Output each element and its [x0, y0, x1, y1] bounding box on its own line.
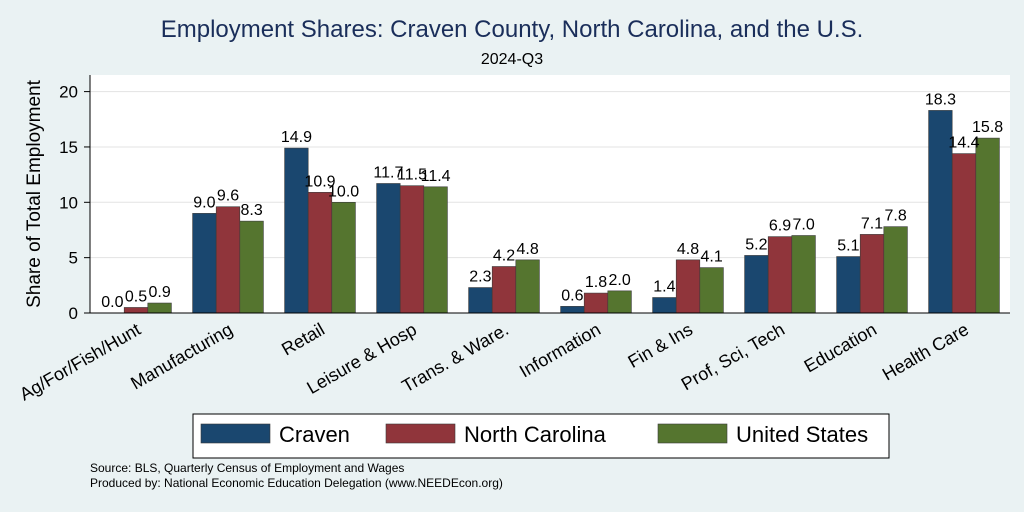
data-label: 7.1	[861, 215, 883, 232]
data-label: 14.4	[948, 135, 979, 152]
data-label: 7.0	[792, 217, 814, 234]
data-label: 4.8	[516, 241, 538, 258]
bar	[767, 236, 793, 314]
legend-label: North Carolina	[464, 422, 607, 447]
chart-subtitle: 2024-Q3	[480, 51, 544, 68]
bar	[607, 290, 632, 314]
bars-group	[123, 110, 1000, 314]
bar	[744, 255, 769, 314]
bar	[331, 202, 356, 314]
legend-swatch	[385, 423, 456, 444]
y-tick-label: 15	[59, 138, 78, 157]
data-label: 4.8	[677, 241, 699, 258]
legend-swatch	[657, 423, 728, 444]
data-label: 0.9	[148, 284, 170, 301]
data-label: 11.7	[373, 164, 403, 181]
produced-note: Produced by: National Economic Education…	[90, 476, 503, 490]
legend: Craven North Carolina United States	[192, 413, 890, 459]
bar	[307, 192, 333, 314]
bar	[675, 259, 701, 314]
bar	[883, 226, 908, 314]
y-tick-label: 5	[69, 249, 78, 268]
legend-label: Craven	[279, 422, 350, 447]
data-label: 10.9	[304, 173, 335, 190]
bar	[583, 292, 609, 314]
data-label: 9.6	[217, 188, 239, 205]
bar	[515, 259, 540, 314]
bar	[791, 235, 816, 314]
bar	[147, 302, 172, 314]
y-axis: 0 5 10 15 20	[59, 83, 90, 323]
x-tick-label: Fin & Ins	[624, 319, 696, 372]
data-label: 10.0	[328, 183, 359, 200]
x-tick-label: Prof, Sci, Tech	[678, 319, 788, 394]
bar	[652, 297, 677, 314]
bar	[239, 220, 264, 314]
data-label: 14.9	[281, 129, 312, 146]
data-label: 15.8	[972, 119, 1003, 136]
y-axis-label: Share of Total Employment	[24, 79, 45, 307]
legend-label: United States	[736, 422, 868, 447]
bar	[376, 183, 401, 314]
data-label: 0.6	[561, 287, 583, 304]
data-label: 0.5	[125, 288, 147, 305]
bar	[859, 234, 885, 314]
bar	[215, 206, 241, 314]
data-label: 7.8	[884, 208, 906, 225]
x-tick-label: Health Care	[879, 319, 972, 384]
bar	[560, 306, 585, 314]
y-tick-label: 0	[69, 304, 78, 323]
bar	[951, 153, 977, 314]
chart-title: Employment Shares: Craven County, North …	[160, 16, 864, 43]
data-label: 2.0	[608, 272, 630, 289]
data-label: 6.9	[769, 218, 791, 235]
data-label: 11.5	[397, 167, 427, 184]
data-label: 1.8	[585, 274, 607, 291]
data-label: 4.2	[493, 248, 515, 265]
x-tick-label: Ag/For/Fish/Hunt	[16, 319, 144, 404]
bar	[491, 266, 517, 314]
data-label: 0.0	[101, 294, 123, 311]
data-label: 8.3	[240, 202, 262, 219]
data-label: 4.1	[700, 249, 722, 266]
y-tick-label: 20	[59, 83, 78, 102]
bar	[468, 287, 493, 314]
bar	[423, 186, 448, 314]
x-tick-label: Manufacturing	[127, 319, 236, 393]
bar	[192, 213, 217, 314]
y-tick-label: 10	[59, 193, 78, 212]
legend-box	[192, 413, 890, 459]
bar	[699, 267, 724, 314]
data-label: 9.0	[193, 194, 215, 211]
x-tick-label: Information	[516, 319, 604, 381]
bar	[836, 256, 861, 314]
data-label: 18.3	[925, 91, 956, 108]
value-labels: 0.0 0.5 0.9 9.0 9.68.3 14.9 10.910.0 11.711.511…	[101, 91, 1003, 311]
data-label: 5.2	[745, 236, 767, 253]
source-note: Source: BLS, Quarterly Census of Employm…	[90, 461, 405, 475]
data-label: 11.4	[421, 168, 451, 185]
data-label: 5.1	[837, 238, 859, 255]
bar	[399, 185, 425, 314]
bar	[975, 137, 1000, 314]
x-tick-label: Retail	[278, 319, 328, 359]
data-label: 2.3	[469, 269, 491, 286]
bar	[123, 307, 149, 314]
legend-swatch	[200, 423, 271, 444]
x-tick-label: Education	[801, 319, 880, 376]
data-label: 1.4	[653, 279, 675, 296]
